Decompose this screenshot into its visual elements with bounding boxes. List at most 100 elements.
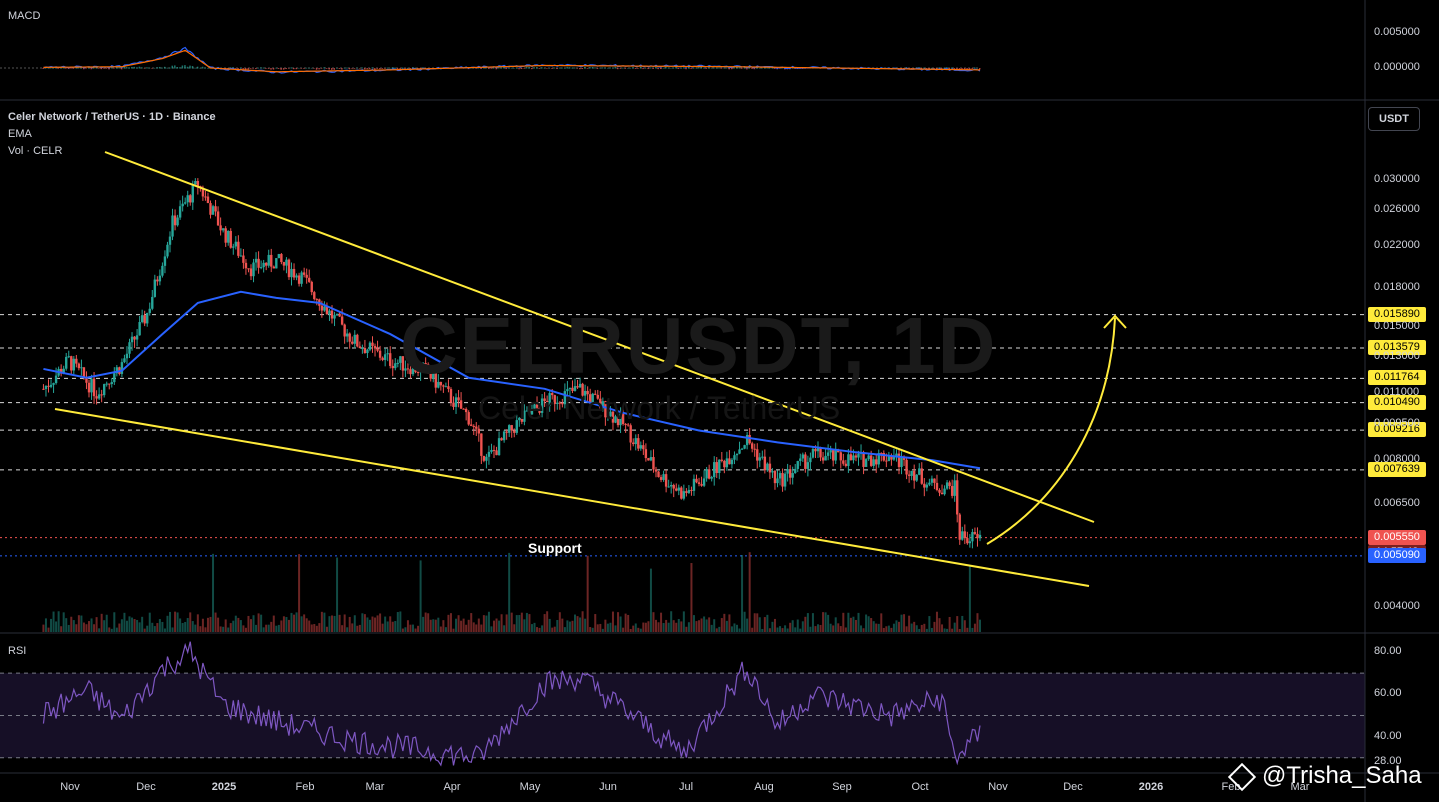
macd-histogram-bar [951,67,953,69]
volume-bar [756,613,759,632]
volume-bar [285,617,288,632]
candle-body [720,459,724,461]
candle-body [234,241,238,247]
volume-bar [120,619,123,632]
candle-body [662,474,665,480]
volume-bar [561,618,564,632]
candle-body [133,336,136,340]
candle-body [950,486,954,496]
macd-histogram-bar [594,67,596,69]
candle-body [963,531,967,539]
time-tick-label: Feb [295,781,315,793]
macd-histogram-bar [206,67,209,69]
candle-body [224,228,227,243]
volume-bar [72,620,75,632]
macd-histogram-bar [973,67,976,69]
candle-body [485,456,488,461]
candle-body [143,315,146,324]
macd-histogram-bar [118,66,120,69]
candle-body [229,230,232,248]
rsi-label: RSI [8,645,27,657]
macd-histogram-bar [627,67,629,69]
candle-body [852,455,855,461]
candle-body [310,281,313,293]
volume-bar [67,624,70,632]
candle-body [313,292,316,300]
macd-histogram-bar [310,67,313,69]
macd-histogram-bar [680,67,682,69]
volume-bar [844,627,847,632]
volume-bar [908,615,911,632]
volume-bar [639,628,642,632]
candle-body [753,448,756,450]
macd-histogram-bar [556,68,558,69]
volume-bar [138,622,141,632]
price-tick-label: 0.004000 [1374,600,1420,612]
candle-body [766,463,769,471]
currency-button[interactable]: USDT [1368,107,1420,131]
candle-body [214,206,217,212]
volume-bar [174,611,177,632]
volume-bar [837,623,840,632]
macd-histogram-bar [67,68,70,69]
candle-body [956,480,959,515]
volume-bar [920,624,923,632]
volume-bar [242,625,245,632]
candle-body [594,393,597,395]
candle-body [824,455,827,461]
macd-histogram-bar [510,67,513,69]
volume-bar [80,615,83,632]
volume-bar [338,614,341,632]
candle-body [611,411,615,423]
macd-histogram-bar [331,68,333,70]
volume-bar [865,614,868,632]
candle-body [219,225,222,231]
candle-body [85,377,88,383]
volume-bar [700,618,703,632]
volume-bar [396,612,399,632]
volume-bar [634,623,637,632]
macd-histogram-bar [746,68,748,70]
volume-bar [677,618,680,632]
macd-histogram-bar [265,68,267,69]
macd-histogram-bar [143,68,146,69]
macd-histogram-bar [617,68,619,70]
candle-body [520,417,524,422]
candle-body [343,324,346,337]
macd-histogram-bar [751,68,753,69]
volume-bar [161,621,164,632]
volume-bar [655,619,657,632]
volume-bar [50,618,53,632]
candle-body [168,236,172,245]
candle-body [348,333,351,342]
candle-body [935,482,939,490]
candle-body [680,487,683,499]
candle-body [404,368,407,371]
macd-histogram-bar [280,68,282,70]
macd-histogram-bar [72,68,75,69]
candle-body [523,410,526,422]
candle-body [328,310,331,315]
candle-body [738,449,741,454]
volume-bar [257,613,260,632]
macd-histogram-bar [42,68,44,69]
volume-bar [819,624,822,632]
volume-bar [510,612,513,632]
candle-body [976,533,979,539]
volume-bar [166,615,169,632]
volume-bar [176,612,179,632]
macd-histogram-bar [125,67,128,69]
ema-indicator-label[interactable]: EMA [8,128,32,140]
volume-indicator-label[interactable]: Vol · CELR [8,145,63,157]
volume-bar [153,626,156,632]
candle-body [545,400,549,406]
macd-histogram-bar [305,67,308,69]
volume-bar [141,616,144,632]
time-tick-label: Apr [443,781,461,793]
candle-body [77,363,81,369]
volume-bar [672,620,675,632]
candle-body [826,452,830,456]
candle-body [831,450,835,461]
volume-bar [842,612,845,632]
macd-histogram-bar [351,68,353,69]
